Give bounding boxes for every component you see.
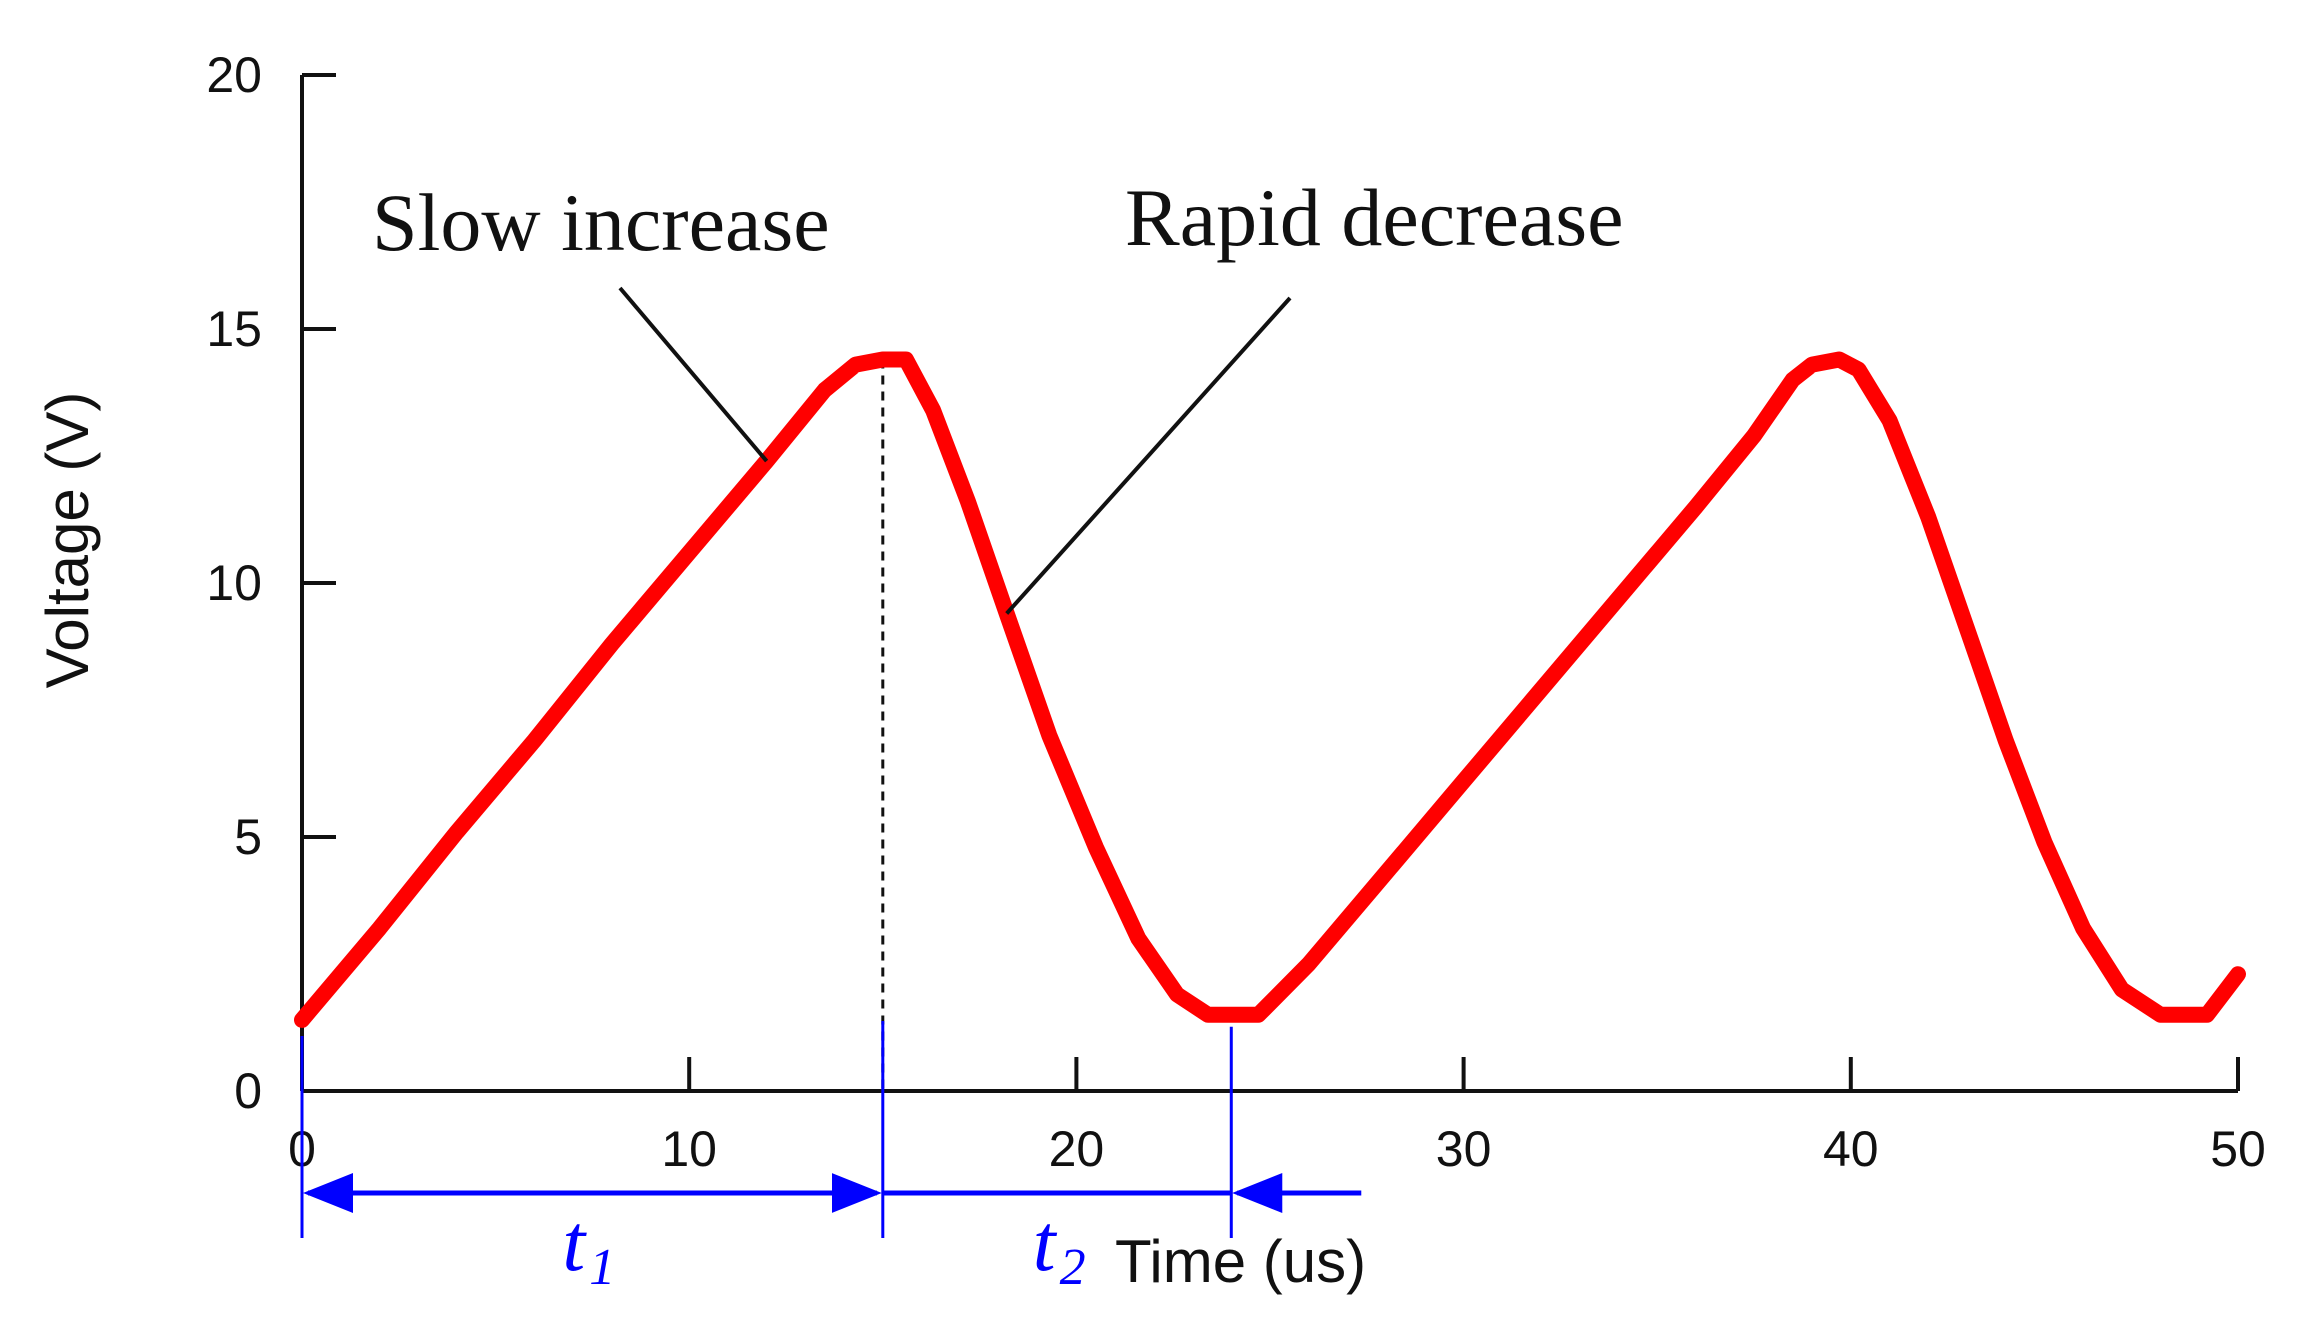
data-point-18	[1201, 1007, 1215, 1022]
data-point-7	[817, 383, 832, 397]
data-point-26	[1747, 428, 1761, 443]
interval-label-1: t2	[1033, 1197, 1086, 1296]
data-point-40	[2231, 967, 2245, 982]
annotations: Slow increase Rapid decrease	[372, 172, 1624, 615]
data-point-10	[899, 352, 913, 367]
data-point-29	[1832, 352, 1847, 367]
y-tick-label-15: 15	[206, 301, 262, 357]
y-axis-label: Voltage (V)	[34, 392, 101, 689]
series-group	[294, 351, 2246, 1028]
data-point-23	[1534, 682, 1548, 697]
interval-label-0: t1	[562, 1197, 615, 1296]
data-point-5	[682, 545, 697, 560]
data-point-1	[372, 921, 387, 936]
data-point-17	[1170, 987, 1185, 1002]
annotation-text-0: Slow increase	[372, 177, 830, 268]
data-point-30	[1851, 362, 1866, 377]
y-tick-label-10: 10	[206, 555, 262, 611]
data-point-22	[1456, 774, 1471, 789]
data-point-28	[1805, 357, 1820, 372]
y-tick-label-0: 0	[234, 1063, 262, 1119]
data-point-31	[1882, 413, 1897, 428]
data-point-15	[1088, 840, 1103, 855]
data-point-9	[875, 352, 890, 367]
data-point-38	[2153, 1007, 2168, 1022]
intervals: t1 t2	[303, 1173, 1362, 1296]
data-point-16	[1131, 931, 1146, 946]
data-point-25	[1688, 499, 1703, 514]
data-point-36	[2076, 921, 2091, 936]
data-point-20	[1301, 957, 1316, 971]
x-axis-label: Time (us)	[1115, 1228, 1366, 1295]
reference-lines	[300, 359, 1233, 1238]
data-point-2	[449, 824, 464, 839]
data-point-0	[295, 1012, 309, 1027]
data-point-11	[926, 403, 941, 418]
annotation-text-1: Rapid decrease	[1125, 172, 1624, 263]
data-point-3	[527, 733, 542, 748]
x-tick-label-20: 20	[1049, 1121, 1105, 1177]
data-point-14	[1042, 728, 1057, 743]
y-tick-label-5: 5	[234, 809, 262, 865]
data-point-35	[2037, 835, 2052, 850]
data-point-39	[2200, 1007, 2214, 1022]
data-point-32	[1921, 510, 1936, 524]
data-point-27	[1785, 372, 1800, 387]
data-point-33	[1960, 621, 1974, 636]
data-point-24	[1611, 591, 1626, 606]
annotation-pointer-1	[1005, 296, 1292, 615]
data-point-12	[961, 494, 975, 509]
data-point-37	[2114, 982, 2129, 997]
x-tick-label-10: 10	[661, 1121, 717, 1177]
annotation-pointer-0	[618, 286, 769, 463]
data-point-34	[1998, 733, 2013, 748]
y-tick-label-20: 20	[206, 47, 262, 103]
series-line-0	[294, 351, 2246, 1028]
data-point-19	[1251, 1007, 1266, 1022]
x-tick-label-50: 50	[2210, 1121, 2266, 1177]
data-point-4	[604, 637, 619, 651]
x-tick-label-40: 40	[1823, 1121, 1879, 1177]
data-point-21	[1379, 865, 1394, 880]
x-tick-label-30: 30	[1436, 1121, 1492, 1177]
data-point-8	[848, 357, 863, 372]
